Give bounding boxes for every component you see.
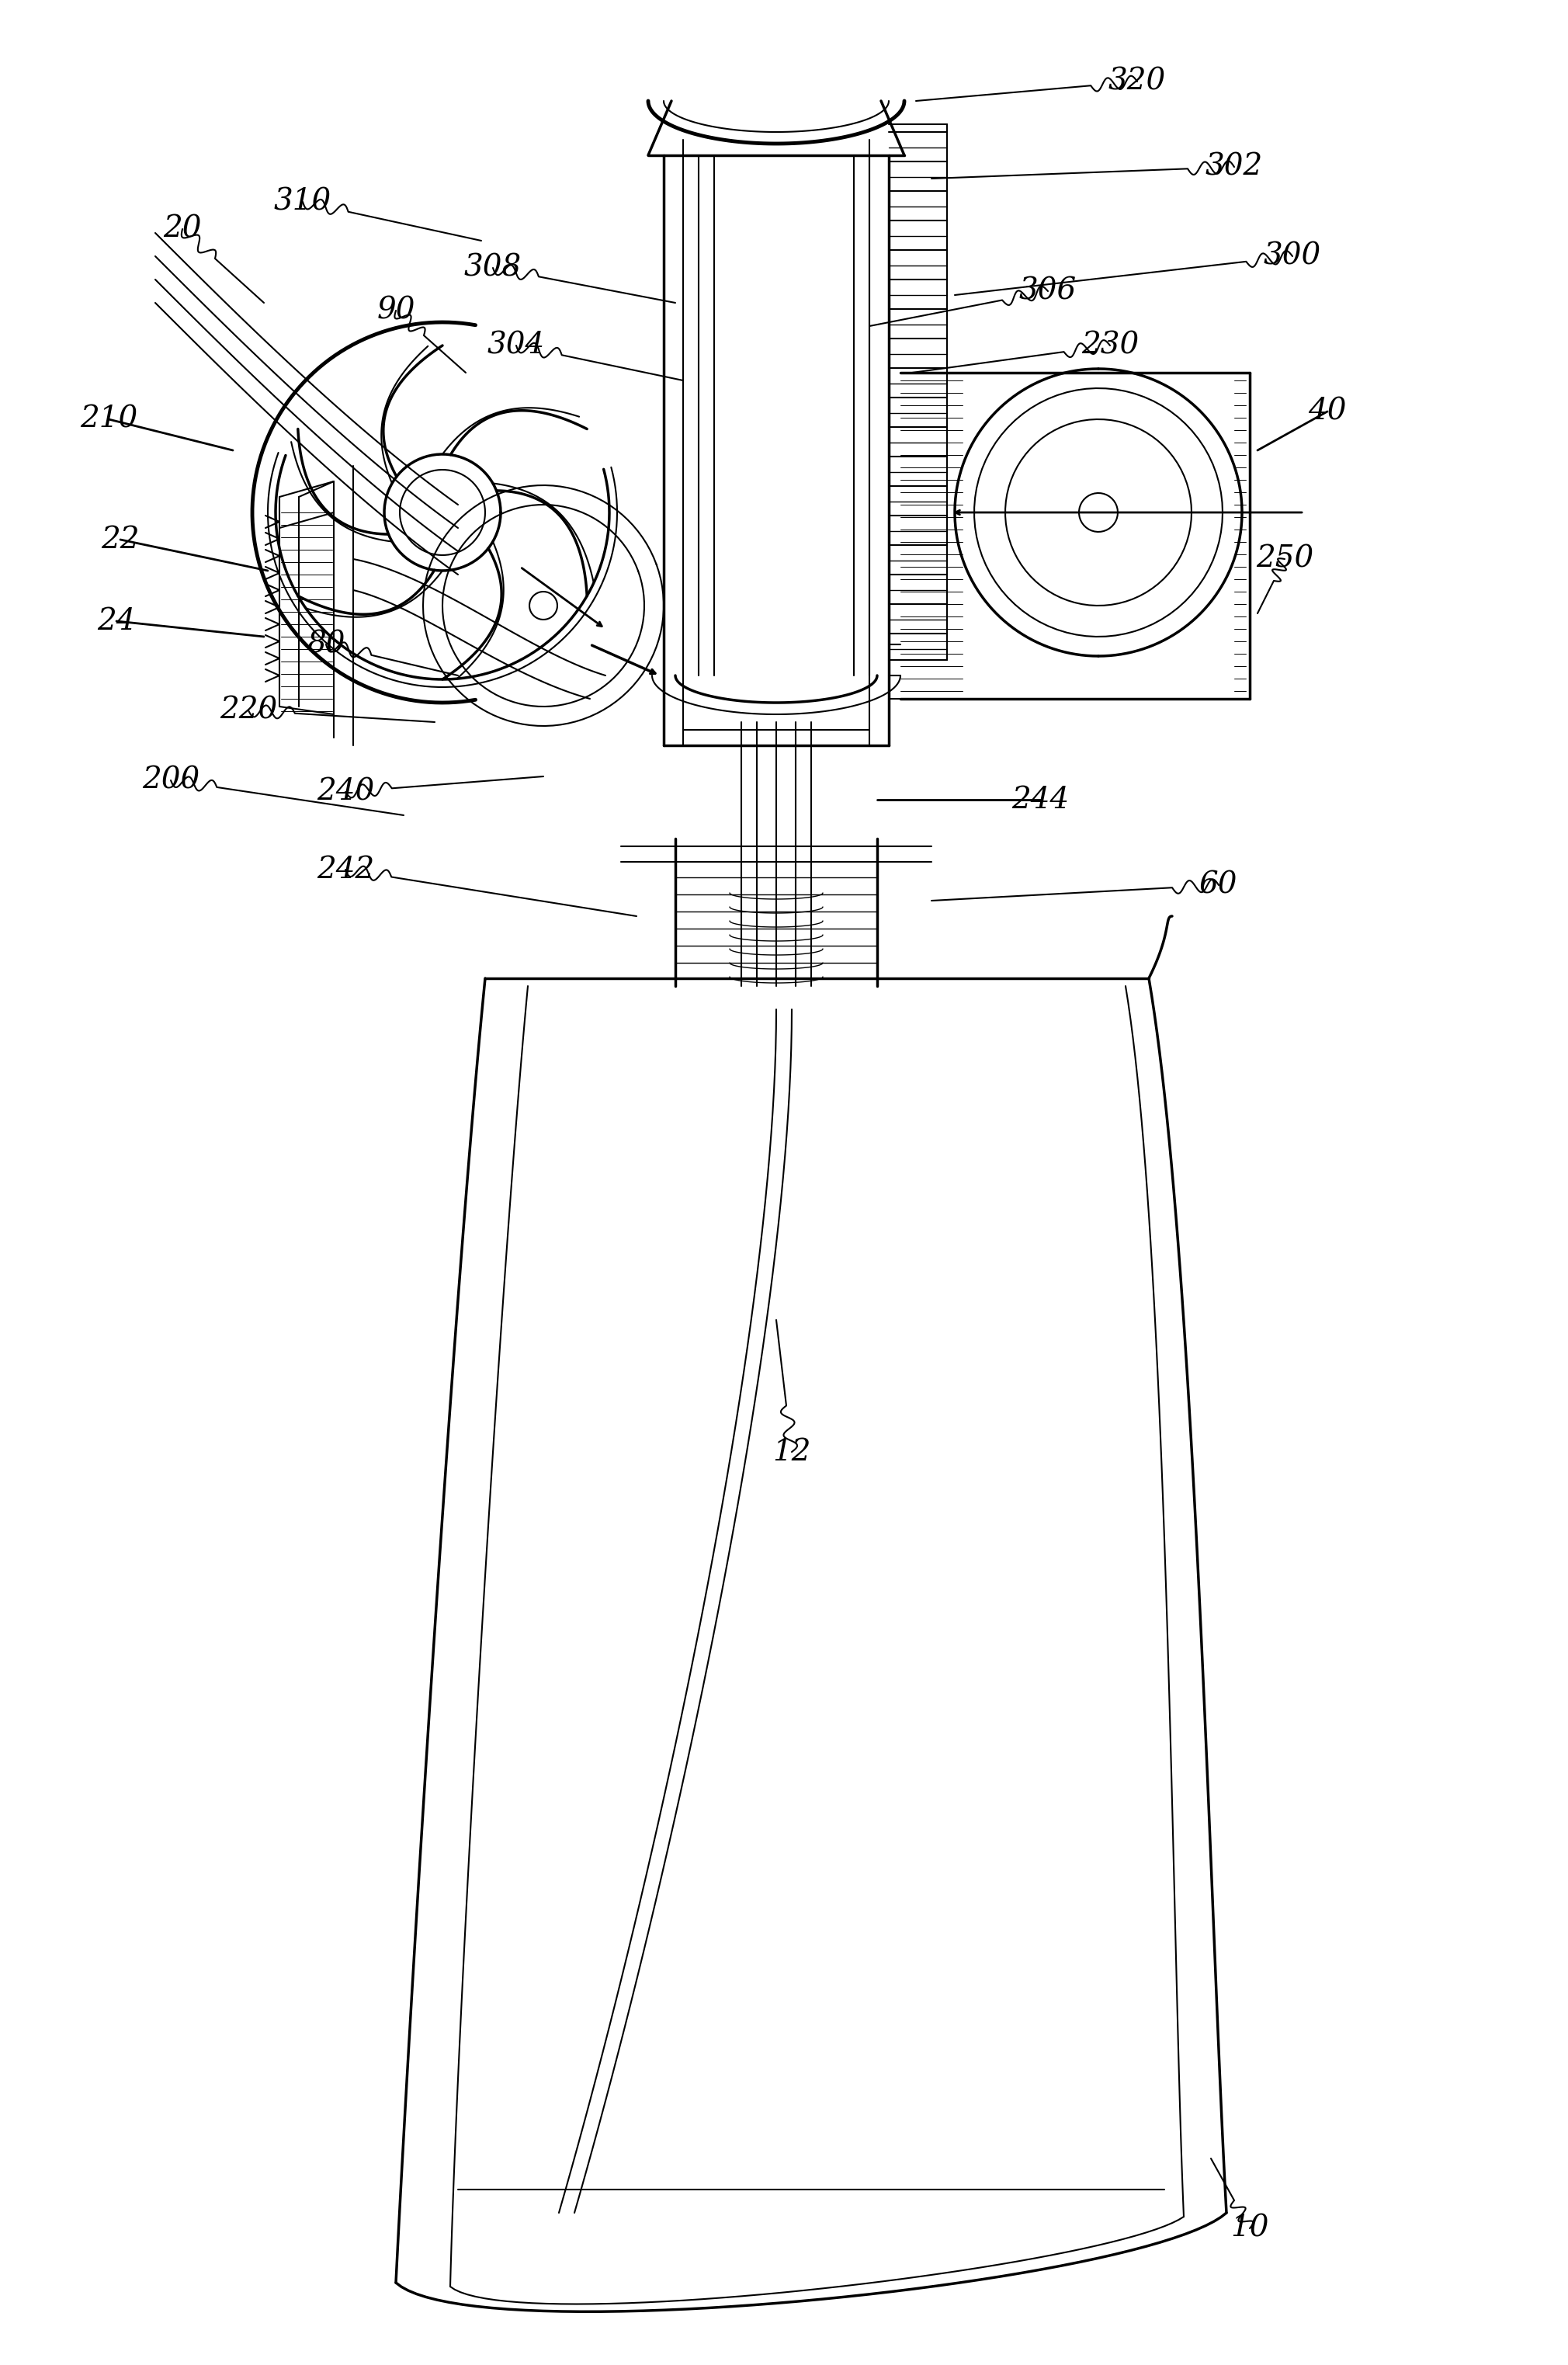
Text: 80: 80 (307, 629, 345, 660)
Text: 242: 242 (317, 856, 375, 885)
Text: 244: 244 (1011, 785, 1069, 814)
Text: 200: 200 (143, 766, 199, 795)
Text: 310: 310 (274, 187, 331, 215)
Text: 60: 60 (1200, 870, 1237, 899)
Text: 302: 302 (1206, 154, 1264, 182)
Text: 20: 20 (163, 215, 202, 244)
Text: 10: 10 (1231, 2214, 1269, 2242)
Text: 300: 300 (1264, 241, 1322, 270)
Text: 308: 308 (464, 253, 522, 281)
Text: 240: 240 (317, 778, 375, 806)
Text: 306: 306 (1019, 277, 1077, 305)
Text: 250: 250 (1256, 544, 1314, 572)
Text: 230: 230 (1082, 331, 1138, 359)
Text: 24: 24 (97, 608, 136, 636)
Text: 304: 304 (488, 331, 546, 359)
Text: 210: 210 (80, 404, 138, 433)
Text: 40: 40 (1308, 397, 1347, 426)
Text: 22: 22 (100, 525, 140, 553)
Text: 12: 12 (773, 1438, 811, 1466)
Text: 220: 220 (220, 695, 278, 724)
Text: 320: 320 (1109, 66, 1167, 97)
Text: 90: 90 (376, 296, 416, 324)
